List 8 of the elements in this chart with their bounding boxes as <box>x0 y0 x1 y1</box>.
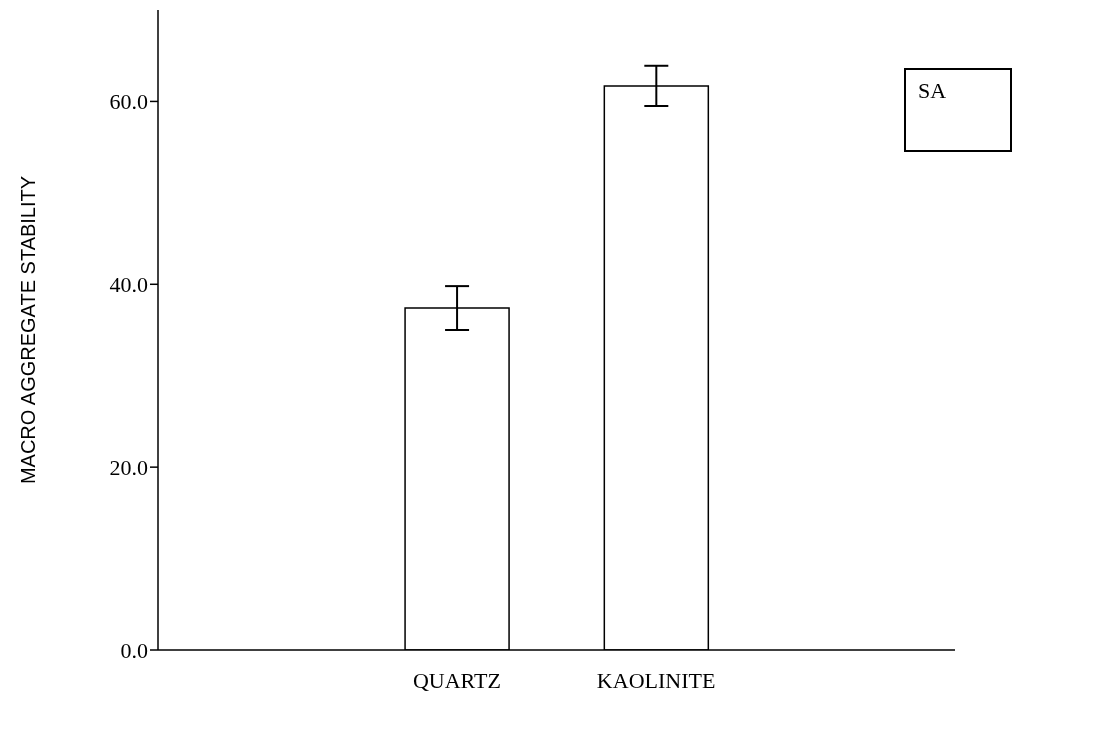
text: SA <box>904 68 1012 152</box>
x-tick-label: QUARTZ <box>412 667 501 693</box>
y-tick-label: 40.0 <box>109 272 148 298</box>
x-tick-label: KAOLINITE <box>596 667 716 693</box>
y-axis-title: MACRO AGGREGATE STABILITY <box>17 175 40 485</box>
y-tick-label: 60.0 <box>109 89 148 115</box>
y-tick-label: 0.0 <box>120 637 148 663</box>
y-tick-label: 20.0 <box>109 454 148 480</box>
